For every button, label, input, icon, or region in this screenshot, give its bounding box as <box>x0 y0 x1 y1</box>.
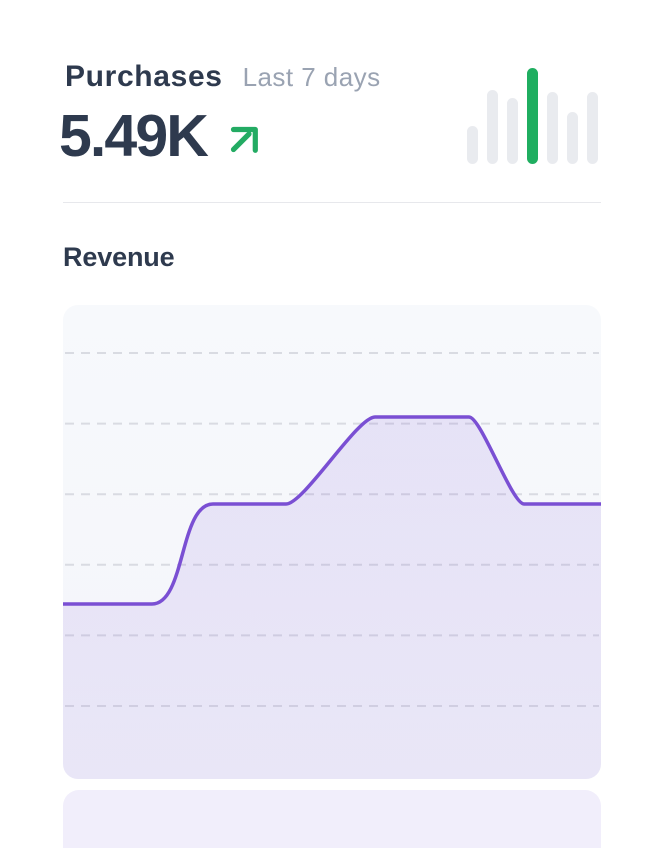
purchases-sparkline-chart <box>467 68 598 164</box>
sparkline-bar <box>487 90 498 164</box>
sparkline-bar-highlight <box>527 68 538 164</box>
arrow-up-right-icon <box>230 126 258 153</box>
sparkline-bar <box>507 98 518 164</box>
sparkline-bar <box>587 92 598 164</box>
sparkline-bar <box>467 126 478 164</box>
purchases-value-row: 5.49K <box>59 103 209 169</box>
revenue-area-chart <box>63 305 601 779</box>
purchases-value: 5.49K <box>59 103 209 169</box>
divider <box>63 202 601 203</box>
purchases-subtitle: Last 7 days <box>242 62 381 92</box>
revenue-line <box>63 415 601 606</box>
next-chart-panel <box>63 790 601 848</box>
revenue-title: Revenue <box>63 242 175 272</box>
sparkline-bar <box>547 92 558 164</box>
sparkline-bar <box>567 112 578 164</box>
purchases-header: Purchases Last 7 days <box>65 60 381 94</box>
purchases-title: Purchases <box>65 60 223 93</box>
revenue-area-fill <box>63 417 601 779</box>
